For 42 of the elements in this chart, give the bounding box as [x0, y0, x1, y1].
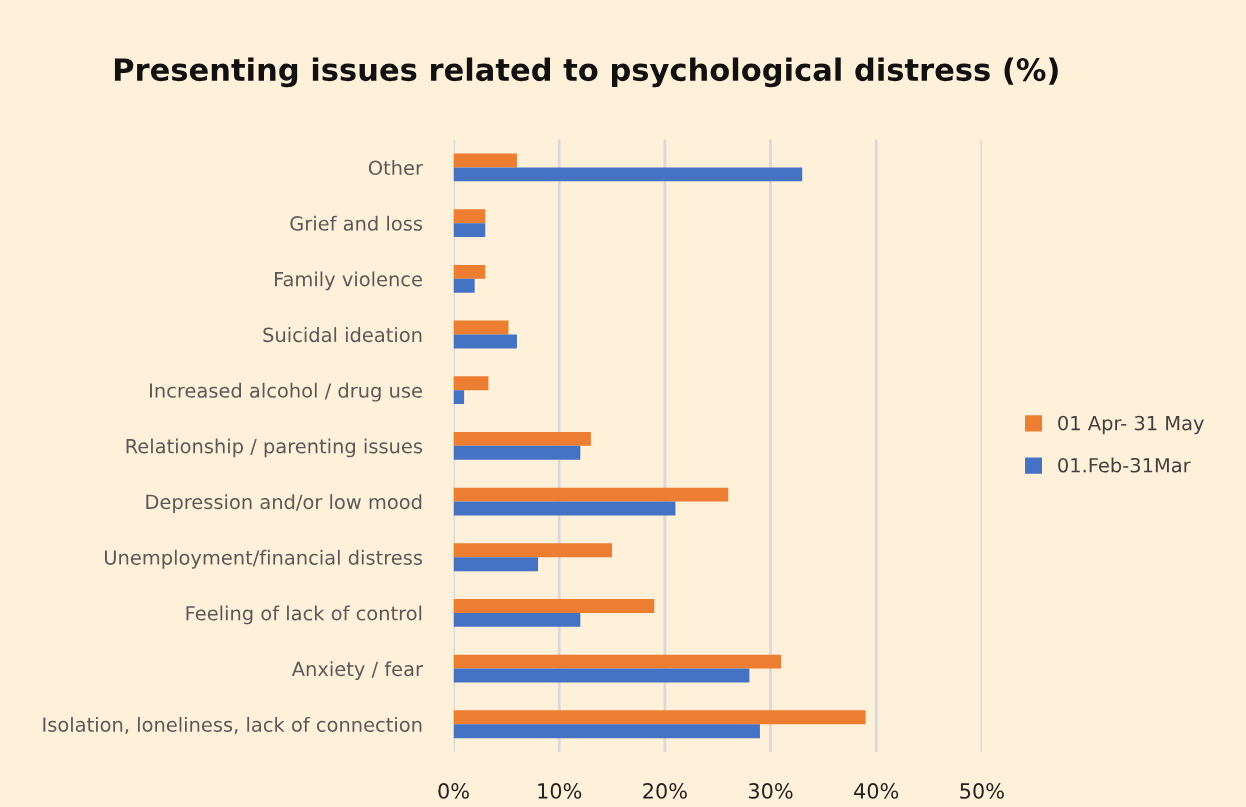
bar: [453, 390, 465, 405]
y-tick-label: Other: [368, 160, 423, 176]
x-tick-label: 40%: [854, 783, 899, 799]
x-tick-label: 10%: [538, 783, 582, 799]
x-tick-label: 20%: [643, 783, 687, 799]
bar: [453, 668, 750, 683]
y-tick-label: Unemployment/financial distress: [104, 549, 423, 569]
bar: [453, 167, 803, 182]
legend-label: 01.Feb-31Mar: [1058, 457, 1191, 473]
bar: [453, 209, 486, 224]
bar: [453, 710, 866, 725]
bar: [453, 264, 486, 279]
bar: [453, 487, 729, 502]
bar: [453, 557, 539, 572]
bar: [453, 445, 581, 460]
x-tick-label: 0%: [438, 783, 469, 799]
y-tick-label: Anxiety / fear: [291, 661, 423, 681]
y-tick-label: Isolation, loneliness, lack of connection: [43, 716, 422, 734]
y-tick-label: Feeling of lack of control: [186, 605, 422, 625]
bar: [453, 654, 782, 669]
y-tick-label: Depression and/or low mood: [146, 494, 422, 513]
y-tick-label: Suicidal ideation: [263, 327, 422, 343]
y-tick-label: Increased alcohol / drug use: [150, 382, 422, 402]
bar: [453, 724, 760, 739]
bar: [453, 223, 486, 238]
bar: [453, 501, 676, 516]
bar: [453, 599, 655, 613]
legend-label: 01 Apr- 31 May: [1058, 415, 1204, 435]
bar: [453, 543, 613, 558]
bar: [453, 431, 591, 446]
y-tick-label: Family violence: [274, 271, 422, 291]
bar: [453, 376, 489, 391]
bar: [453, 153, 517, 168]
x-tick-label: 30%: [748, 783, 793, 799]
chart-title: Presenting issues related to psychological distress (%): [114, 57, 1058, 88]
y-tick-label: Relationship / parenting issues: [126, 438, 423, 458]
y-tick-label: Grief and loss: [290, 215, 423, 231]
bar: [453, 278, 475, 293]
x-tick-label: 50%: [960, 783, 1004, 799]
bar: [453, 612, 581, 627]
bar: [453, 334, 517, 349]
bar: [453, 320, 509, 335]
